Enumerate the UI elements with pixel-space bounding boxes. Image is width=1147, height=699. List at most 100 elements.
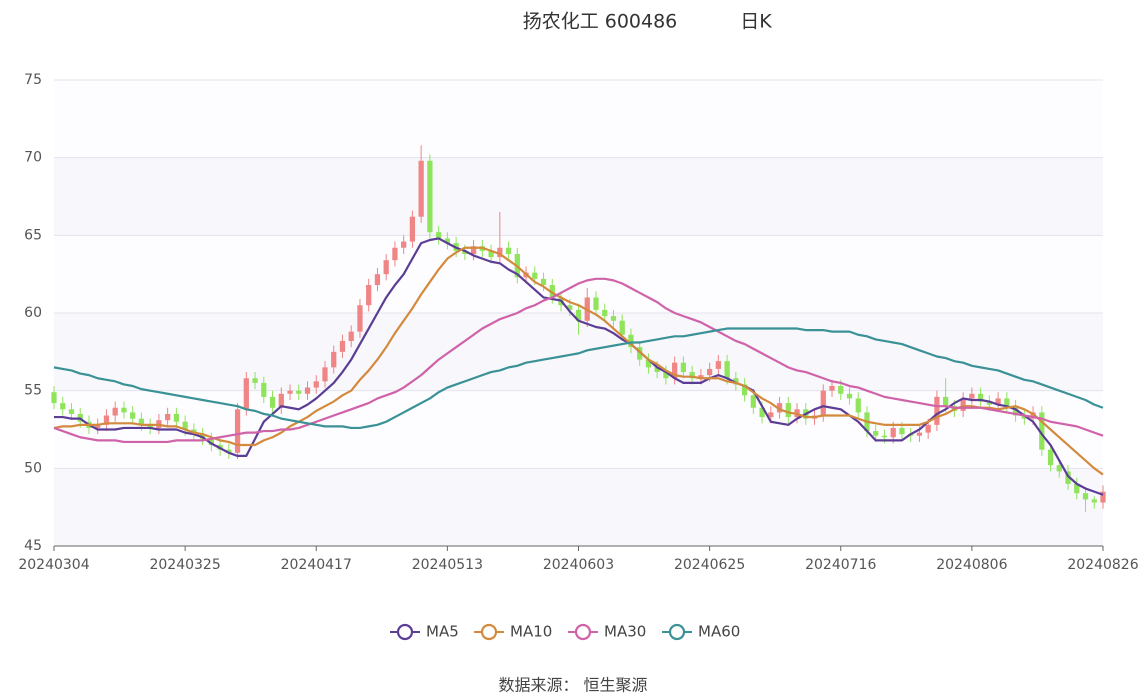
candle-body: [768, 412, 774, 418]
x-tick-label: 20240513: [412, 557, 483, 573]
legend-marker: [668, 623, 686, 641]
candle-body: [610, 316, 617, 321]
candle-body: [374, 274, 381, 286]
candle-body: [1100, 491, 1106, 503]
candle-body: [409, 216, 416, 242]
candle-body: [540, 278, 547, 286]
candle-body: [1012, 406, 1019, 416]
candle-body: [313, 381, 319, 388]
candle-body: [1074, 483, 1080, 494]
candle-body: [680, 362, 687, 373]
candle-body: [986, 401, 992, 405]
candle-body: [943, 396, 949, 407]
x-tick-label: 20240304: [18, 557, 89, 573]
y-tick-label: 60: [24, 305, 42, 321]
candle-body: [1082, 493, 1089, 500]
candle-body: [296, 390, 302, 394]
candle-body: [182, 421, 188, 430]
candle-body: [444, 238, 450, 244]
candle-body: [855, 398, 861, 413]
candle-body: [628, 334, 634, 348]
grid-band: [54, 80, 1103, 158]
candle-body: [173, 413, 180, 422]
candle-body: [960, 398, 966, 411]
candle-body: [366, 285, 372, 306]
candle-body: [820, 390, 826, 416]
candle-body: [890, 427, 896, 438]
candle-body: [339, 340, 346, 352]
candle-body: [776, 403, 783, 413]
candle-body: [707, 368, 713, 376]
candle-body: [567, 305, 573, 310]
candle-body: [208, 438, 214, 446]
y-tick-label: 45: [24, 538, 42, 554]
candle-body: [750, 395, 756, 408]
candle-body: [899, 427, 905, 435]
candle-body: [121, 407, 127, 413]
grid-band: [54, 235, 1103, 313]
candle-body: [1091, 499, 1097, 503]
candle-body: [462, 250, 468, 254]
candle-body: [881, 435, 888, 438]
candle-body: [846, 393, 853, 399]
candle-body: [532, 272, 538, 279]
candle-body: [261, 382, 267, 397]
candle-body: [138, 418, 145, 425]
y-tick-label: 70: [24, 150, 42, 166]
candle-body: [969, 393, 975, 399]
candle-body: [322, 367, 328, 382]
candle-body: [549, 285, 555, 298]
candle-body: [698, 375, 704, 379]
x-tick-label: 20240716: [805, 557, 876, 573]
candle-body: [733, 378, 739, 385]
candle-body: [130, 412, 136, 419]
x-tick-label: 20240417: [281, 557, 352, 573]
candle-body: [785, 403, 791, 418]
candle-body: [1039, 412, 1045, 450]
legend-label: MA30: [604, 623, 646, 641]
candle-body: [68, 409, 75, 414]
candle-body: [689, 372, 695, 379]
candle-body: [916, 432, 923, 436]
candle-body: [759, 407, 765, 418]
axes: 45 50 55 60 65 70 75 20240304 20240325 20240417 20…: [18, 72, 1138, 573]
candle-body: [1021, 415, 1027, 419]
x-tick-label: 20240325: [149, 557, 220, 573]
candle-body: [1065, 471, 1071, 484]
ma-line: [53, 327, 1104, 430]
x-tick-label: 20240603: [543, 557, 614, 573]
candle-body: [383, 260, 389, 275]
candle-body: [252, 378, 258, 383]
candle-body: [147, 424, 153, 428]
candle-body: [637, 347, 643, 360]
candle-body: [934, 396, 940, 425]
x-tick-label: 20240806: [936, 557, 1007, 573]
y-tick-label: 75: [24, 72, 42, 88]
candle-body: [392, 247, 398, 261]
candle-body: [304, 387, 311, 394]
candle-body: [1030, 412, 1036, 419]
candle-body: [977, 393, 984, 402]
y-tick-label: 50: [24, 460, 42, 476]
legend-label: MA60: [698, 623, 740, 641]
x-tick-label: 20240625: [674, 557, 745, 573]
candle-body: [619, 320, 625, 335]
candle-body: [663, 372, 669, 379]
candle-body: [575, 309, 582, 321]
candle-body: [278, 393, 284, 408]
legend-label: MA5: [426, 623, 459, 641]
legend: MA5 MA10 MA30 MA60: [390, 623, 740, 641]
chart-period: 日K: [740, 11, 772, 33]
candle-body: [873, 431, 879, 436]
candle-body: [427, 160, 433, 233]
ma-lines: [53, 237, 1104, 496]
candle-body: [234, 409, 241, 453]
y-tick-label: 65: [24, 227, 42, 243]
candle-body: [95, 424, 101, 428]
legend-marker: [480, 623, 498, 641]
candle-body: [505, 247, 512, 254]
source-note: 数据来源： 恒生聚源: [498, 676, 647, 695]
candle-body: [672, 362, 678, 379]
candle-body: [357, 305, 363, 332]
